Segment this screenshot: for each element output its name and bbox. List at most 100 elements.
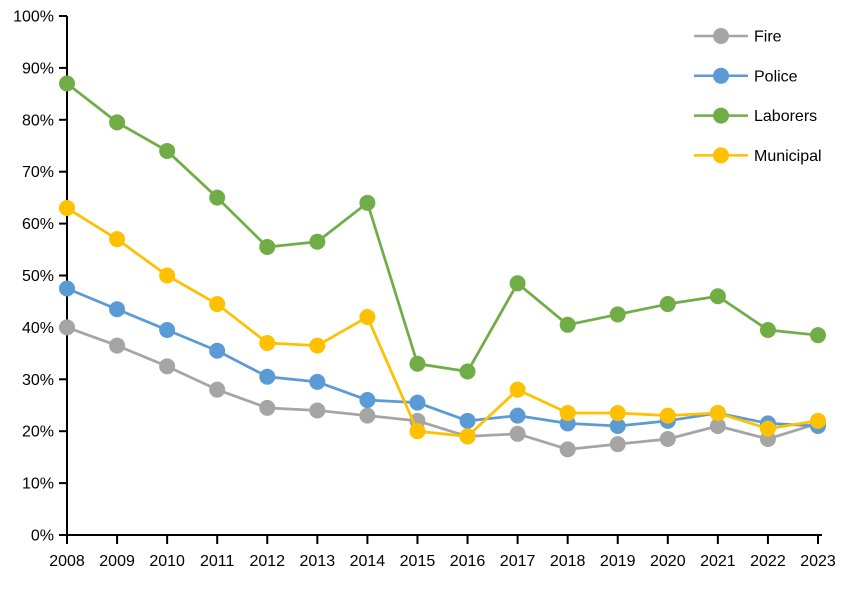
data-point-marker (459, 363, 476, 380)
data-point-marker (759, 321, 776, 338)
y-axis-tick-label: 10% (22, 476, 54, 493)
legend-marker (713, 107, 729, 124)
x-axis-tick-label: 2013 (300, 553, 336, 570)
data-point-marker (409, 355, 426, 372)
data-point-marker (159, 358, 176, 375)
x-axis-tick-label: 2015 (400, 553, 436, 570)
series-laborers (59, 75, 826, 380)
data-point-marker (759, 420, 776, 437)
x-axis-tick-label: 2020 (650, 553, 686, 570)
legend-item-label: Laborers (754, 108, 817, 125)
x-axis-tick-label: 2016 (450, 553, 486, 570)
data-point-marker (659, 407, 676, 424)
data-point-marker (810, 327, 826, 344)
legend-item-label: Municipal (754, 148, 822, 165)
x-axis-tick-label: 2014 (350, 553, 386, 570)
data-point-marker (209, 381, 226, 398)
data-point-marker (259, 399, 276, 416)
data-point-marker (59, 75, 75, 92)
data-point-marker (209, 342, 226, 359)
data-point-marker (509, 275, 526, 292)
legend-marker (713, 28, 729, 44)
legend-marker (713, 67, 729, 84)
legend-item-label: Fire (754, 29, 782, 46)
y-axis-tick-label: 20% (22, 424, 54, 441)
data-point-marker (509, 381, 526, 398)
data-point-marker (359, 194, 376, 211)
series-line-police (65, 287, 820, 428)
data-point-marker (209, 189, 226, 206)
data-point-marker (109, 114, 126, 131)
data-point-marker (459, 428, 476, 445)
data-point-marker (659, 296, 676, 313)
x-axis-tick-label: 2009 (99, 553, 135, 570)
data-point-marker (59, 280, 75, 297)
x-axis-tick-label: 2012 (249, 553, 285, 570)
x-axis-tick-label: 2018 (550, 553, 586, 570)
data-point-marker (259, 334, 276, 351)
series-group (59, 75, 826, 458)
data-point-marker (709, 405, 726, 422)
data-point-marker (459, 412, 476, 429)
data-point-marker (359, 309, 376, 326)
x-axis-tick-label: 2008 (49, 553, 85, 570)
data-point-marker (559, 441, 576, 458)
series-line-fire (65, 326, 820, 451)
x-axis-tick-label: 2019 (600, 553, 636, 570)
data-point-marker (359, 407, 376, 424)
series-fire (59, 319, 826, 458)
legend-item-label: Police (754, 68, 798, 85)
data-point-marker (609, 405, 626, 422)
data-point-marker (409, 394, 426, 411)
series-line-municipal (65, 206, 820, 438)
data-point-marker (309, 402, 326, 419)
x-axis-tick-label: 2023 (800, 553, 836, 570)
legend-item-fire: Fire (694, 28, 782, 46)
legend-item-police: Police (694, 67, 798, 85)
legend: Fire Police Laborers Municipal (694, 28, 822, 165)
data-point-marker (59, 319, 75, 336)
data-point-marker (159, 321, 176, 338)
legend-item-laborers: Laborers (694, 107, 817, 125)
data-point-marker (159, 142, 176, 159)
x-axis-tick-label: 2011 (200, 553, 235, 570)
y-axis-tick-label: 80% (22, 112, 54, 129)
data-point-marker (159, 267, 176, 284)
data-point-marker (609, 436, 626, 453)
x-axis-tick-label: 2017 (500, 553, 536, 570)
data-point-marker (109, 301, 126, 318)
data-point-marker (309, 373, 326, 390)
data-point-marker (259, 368, 276, 385)
data-point-marker (509, 407, 526, 424)
data-point-marker (359, 392, 376, 409)
data-point-marker (309, 337, 326, 354)
y-axis-tick-label: 0% (31, 528, 54, 545)
y-axis-tick-label: 60% (22, 216, 54, 233)
data-point-marker (309, 233, 326, 250)
y-axis-tick-label: 30% (22, 372, 54, 389)
data-point-marker (559, 316, 576, 333)
data-point-marker (209, 296, 226, 313)
data-point-marker (109, 231, 126, 248)
data-point-marker (709, 418, 726, 435)
data-point-marker (409, 423, 426, 440)
y-axis-tick-label: 90% (22, 60, 54, 77)
y-axis: 0% 10% 20% 30% 40% 50% 60% 70% 80% 90% 100% (13, 9, 68, 545)
data-point-marker (609, 306, 626, 323)
data-point-marker (559, 405, 576, 422)
y-axis-tick-label: 100% (13, 9, 54, 26)
data-point-marker (509, 425, 526, 442)
data-point-marker (810, 412, 826, 429)
series-municipal (59, 200, 826, 445)
y-axis-tick-label: 50% (22, 268, 54, 285)
y-axis-tick-label: 40% (22, 320, 54, 337)
data-point-marker (109, 337, 126, 354)
data-point-marker (259, 238, 276, 255)
data-point-marker (659, 430, 676, 447)
x-axis-tick-label: 2022 (750, 553, 786, 570)
x-axis-tick-label: 2021 (700, 553, 736, 570)
data-point-marker (709, 288, 726, 305)
legend-marker (713, 147, 729, 164)
